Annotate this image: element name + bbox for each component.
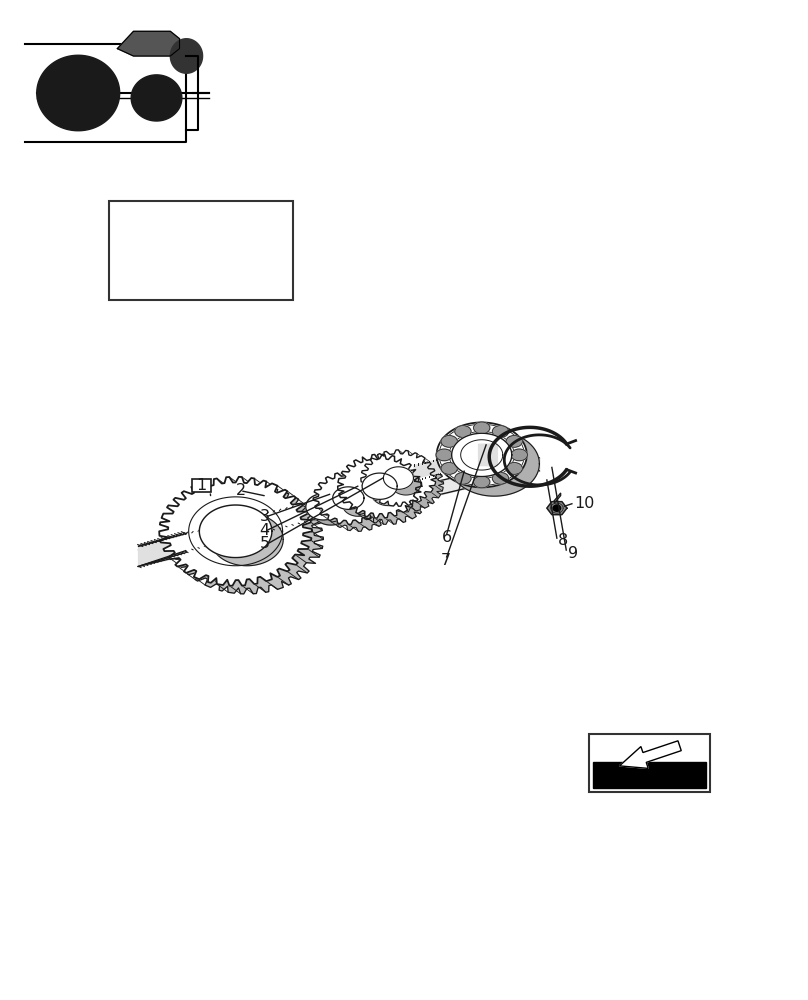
Polygon shape xyxy=(305,494,341,520)
Polygon shape xyxy=(547,502,567,515)
Polygon shape xyxy=(170,39,203,73)
Polygon shape xyxy=(347,461,431,524)
Polygon shape xyxy=(553,505,561,511)
Ellipse shape xyxy=(511,449,528,461)
Polygon shape xyxy=(200,505,272,558)
Ellipse shape xyxy=(441,463,457,474)
Polygon shape xyxy=(323,479,393,531)
Polygon shape xyxy=(415,456,455,479)
Polygon shape xyxy=(361,450,436,506)
Text: 4: 4 xyxy=(259,523,270,538)
Ellipse shape xyxy=(473,476,490,488)
Polygon shape xyxy=(159,477,312,586)
Polygon shape xyxy=(211,513,284,566)
FancyArrow shape xyxy=(620,741,681,768)
Polygon shape xyxy=(139,534,186,566)
Polygon shape xyxy=(554,493,561,503)
Polygon shape xyxy=(449,431,540,496)
Polygon shape xyxy=(186,503,311,549)
Polygon shape xyxy=(314,472,384,524)
Text: 10: 10 xyxy=(574,496,594,511)
Polygon shape xyxy=(368,456,444,512)
FancyBboxPatch shape xyxy=(192,479,211,492)
Text: 1: 1 xyxy=(196,478,207,493)
Ellipse shape xyxy=(506,463,523,474)
Polygon shape xyxy=(131,75,182,121)
Polygon shape xyxy=(338,454,422,518)
Bar xyxy=(593,762,706,788)
Ellipse shape xyxy=(455,426,471,437)
Polygon shape xyxy=(384,467,414,489)
Polygon shape xyxy=(371,479,406,506)
Ellipse shape xyxy=(473,422,490,434)
Text: 2: 2 xyxy=(236,483,246,498)
Text: 7: 7 xyxy=(441,553,451,568)
Text: 5: 5 xyxy=(259,536,270,551)
Ellipse shape xyxy=(492,426,509,437)
Polygon shape xyxy=(170,485,323,594)
Ellipse shape xyxy=(506,436,523,447)
Polygon shape xyxy=(362,473,398,499)
Bar xyxy=(590,734,709,792)
Ellipse shape xyxy=(492,472,509,484)
Text: 6: 6 xyxy=(442,530,452,545)
Polygon shape xyxy=(478,444,498,466)
Ellipse shape xyxy=(455,472,471,484)
Polygon shape xyxy=(391,472,421,495)
Text: 8: 8 xyxy=(558,533,568,548)
Bar xyxy=(108,201,293,300)
Polygon shape xyxy=(37,55,120,131)
Text: 9: 9 xyxy=(567,546,578,561)
Polygon shape xyxy=(117,31,179,56)
Polygon shape xyxy=(452,433,511,477)
Text: 3: 3 xyxy=(259,509,269,524)
Polygon shape xyxy=(314,499,348,525)
Ellipse shape xyxy=(436,449,452,461)
Polygon shape xyxy=(343,494,374,516)
Polygon shape xyxy=(333,487,364,509)
Ellipse shape xyxy=(441,436,457,447)
Polygon shape xyxy=(436,422,527,487)
